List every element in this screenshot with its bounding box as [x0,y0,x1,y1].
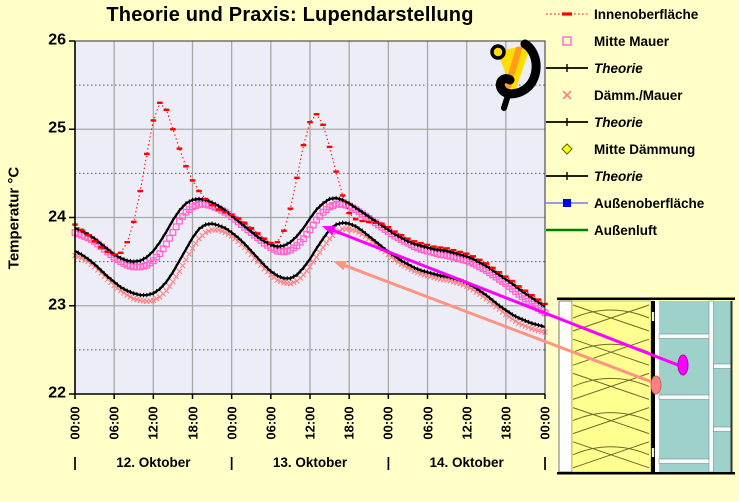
legend-item-d-mm-mauer: Dämm./Mauer [545,87,739,103]
legend-item-theorie: Theorie [545,60,739,76]
x-tick-label: 18:00 [498,406,514,440]
legend-marker-icon [546,228,588,232]
logo-tail [501,89,512,111]
date-label: 13. Oktober [272,455,348,470]
x-tick-label: 00:00 [224,406,240,440]
wall-top-line [557,297,735,300]
y-tick-label: 26 [48,31,66,49]
legend-marker-icon [562,36,572,46]
date-label: 14. Oktober [429,455,504,470]
legend-item-theorie: Theorie [545,168,739,184]
legend-marker-icon [561,143,573,155]
x-tick-label: 06:00 [106,406,122,440]
legend-label: Dämm./Mauer [594,87,683,103]
series-innenoberfl-che [72,101,548,306]
wall-section-diagram [557,297,735,475]
callout-arrows [322,226,689,395]
interface-gap [651,312,655,321]
logo-dot [490,44,506,60]
legend-label: Außenoberfläche [594,195,705,211]
mitte-mauer-spot [677,354,689,376]
legend-item-mitte-d-mmung: Mitte Dämmung [545,141,739,157]
daemm-mauer-pointer [339,262,658,386]
x-tick-label: 00:00 [380,406,396,440]
x-tick-label: 12:00 [459,406,475,440]
daemm-mauer-spot [650,375,662,395]
series-d-mm-mauer [72,226,548,336]
plot-area [69,40,549,399]
x-tick-label: 12:00 [302,406,318,440]
series-theorie-mitte-mauer- [74,195,546,309]
legend-marker-icon [546,64,588,72]
legend-item-theorie: Theorie [545,114,739,130]
x-tick-label: 18:00 [185,406,200,440]
legend-label: Theorie [594,168,643,184]
legend-label: Theorie [594,114,643,130]
x-tick-label: 12:00 [145,406,161,440]
x-tick-label: 06:00 [420,406,435,440]
legend-label: Außenluft [594,222,657,238]
date-separator: | [543,455,547,470]
wall-outer-edge [730,301,733,472]
legend-marker-icon [562,90,572,100]
y-tick-label: 25 [48,119,66,137]
x-tick-label: 00:00 [537,406,553,440]
legend-marker-icon [546,118,588,126]
legend-item-au-enoberfl-che: Außenoberfläche [545,195,739,211]
legend-item-innenoberfl-che: Innenoberfläche [545,6,739,22]
legend-marker-icon [546,12,588,16]
legend-marker-icon [546,199,588,207]
x-tick-label: 00:00 [67,406,83,440]
wall-masonry-layer [659,301,732,472]
chart-legend: Innenoberfläche Mitte Mauer Theorie Dämm./M… [545,6,739,238]
legend-label: Mitte Mauer [594,33,670,49]
date-label: 12. Oktober [116,455,191,470]
wall-bottom-line [557,472,735,475]
date-separator: | [386,455,391,470]
legend-label: Mitte Dämmung [594,141,696,157]
legend-item-au-enluft: Außenluft [545,222,739,238]
y-tick-label: 24 [48,208,66,226]
date-separator: | [73,455,77,470]
legend-label: Innenoberfläche [594,6,699,22]
interface-gap [651,448,655,457]
legend-marker-icon [546,172,588,180]
mitte-mauer-pointer [328,227,684,369]
chart-title: Theorie und Praxis: Lupendarstellung [106,4,474,26]
daemm-mauer-pointer-head [333,260,347,271]
mitte-mauer-pointer-head [322,226,336,236]
brand-logo-icon [490,39,541,111]
x-tick-label: 18:00 [341,406,357,440]
logo-glyph [495,39,541,99]
insulation-hatch [572,304,650,469]
legend-item-mitte-mauer: Mitte Mauer [545,33,739,49]
wall-plaster-layer [558,300,573,473]
legend-label: Theorie [594,60,643,76]
y-axis-label: Temperatur °C [5,166,23,270]
x-tick-label: 06:00 [263,406,279,440]
date-separator: | [229,455,234,470]
y-tick-label: 23 [48,296,66,314]
y-tick-label: 22 [48,384,66,402]
